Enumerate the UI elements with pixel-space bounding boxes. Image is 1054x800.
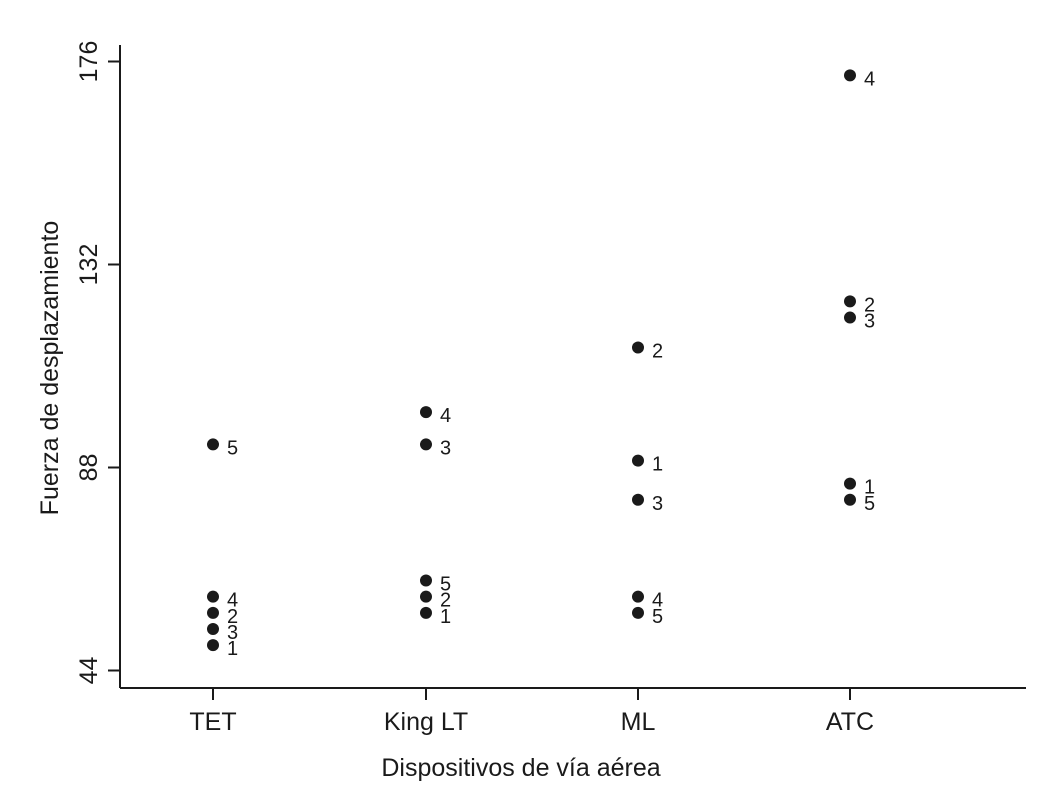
data-point-label: 2 [227, 606, 238, 628]
x-axis-ticks: TET King LT ML ATC [189, 688, 874, 736]
data-point [420, 574, 432, 587]
data-point [844, 311, 856, 324]
y-tick-label: 132 [75, 244, 103, 286]
data-point-label: 2 [864, 294, 875, 316]
x-tick-label: TET [189, 708, 236, 736]
data-point-label: 3 [864, 311, 875, 333]
data-point [420, 590, 432, 603]
data-point [207, 639, 219, 652]
data-point [420, 606, 432, 619]
y-tick-label: 88 [75, 454, 103, 482]
x-tick-label: King LT [384, 708, 468, 736]
data-point [632, 590, 644, 603]
data-point-label: 4 [227, 590, 238, 612]
y-tick-label: 44 [75, 657, 103, 685]
data-point [844, 477, 856, 490]
data-point [207, 622, 219, 635]
data-point [632, 454, 644, 467]
data-point-label: 1 [440, 606, 451, 628]
data-point [632, 606, 644, 619]
data-point-label: 2 [440, 590, 451, 612]
data-point [844, 295, 856, 308]
data-point-label: 3 [227, 622, 238, 644]
data-point [632, 493, 644, 506]
data-point [632, 341, 644, 354]
data-point-label: 3 [440, 437, 451, 459]
y-axis-ticks: 44 88 132 176 [75, 41, 120, 685]
data-point-label: 5 [227, 437, 238, 459]
data-point [207, 590, 219, 603]
data-point-label: 4 [864, 68, 875, 90]
y-axis-title: Fuerza de desplazamiento [36, 221, 64, 516]
data-point-label: 2 [652, 341, 663, 363]
data-point [420, 406, 432, 419]
data-point-label: 5 [652, 606, 663, 628]
x-tick-label: ML [621, 708, 656, 736]
data-point-label: 1 [652, 454, 663, 476]
data-point-label: 1 [864, 477, 875, 499]
data-point-label: 4 [652, 590, 663, 612]
data-point-label: 4 [440, 405, 451, 427]
data-point [844, 493, 856, 506]
data-point [420, 438, 432, 451]
data-point [207, 438, 219, 451]
y-tick-label: 176 [75, 41, 103, 83]
data-point-label: 3 [652, 493, 663, 515]
x-tick-label: ATC [826, 708, 874, 736]
x-axis-title: Dispositivos de vía aérea [381, 754, 660, 782]
data-point [844, 69, 856, 82]
data-point-label: 1 [227, 638, 238, 660]
data-point-label: 5 [440, 574, 451, 596]
data-point-label: 5 [864, 493, 875, 515]
data-point [207, 606, 219, 619]
